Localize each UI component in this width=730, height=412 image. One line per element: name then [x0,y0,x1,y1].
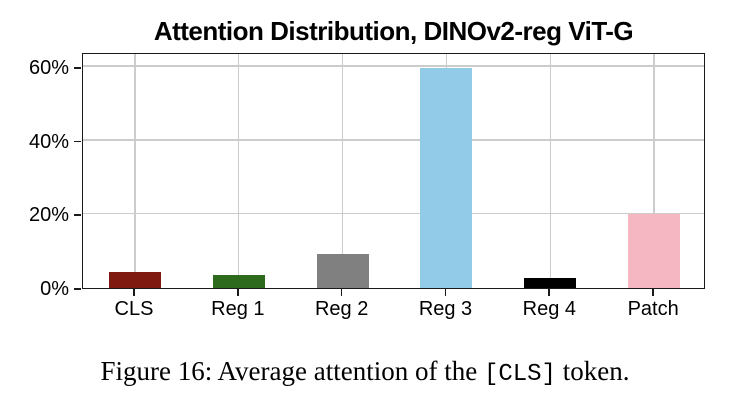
gridline-20% [83,212,704,215]
xtick-mark-patch [652,289,654,296]
bar-cls [108,271,161,288]
gridline-40% [83,139,704,141]
xtick-label-reg-1: Reg 1 [211,298,265,320]
xtick-mark-cls [133,289,135,296]
gridline-patch [653,54,655,288]
gridline-reg-1 [238,54,240,288]
ytick-mark-20% [74,214,81,217]
xtick-mark-reg-3 [444,289,447,296]
gridline-60% [83,65,704,67]
ytick-label-40%: 40% [28,130,69,153]
xtick-label-reg-4: Reg 4 [522,298,577,320]
bar-reg-2 [316,253,369,288]
ytick-label-0%: 0% [40,278,69,300]
plot-area [82,53,705,289]
ytick-mark-0% [74,288,81,290]
gridline-reg-4 [549,54,551,288]
xtick-label-reg-2: Reg 2 [314,298,369,320]
caption-text: Figure 16: Average attention of the [100,356,484,386]
bar-patch [628,214,681,288]
ytick-mark-60% [74,66,81,69]
gridline-cls [134,54,136,288]
caption-code-token: [CLS] [483,361,556,388]
figure-caption: Figure 16: Average attention of the [CLS… [0,356,730,388]
xtick-mark-reg-1 [236,289,239,296]
bar-reg-4 [524,277,577,288]
xtick-mark-reg-2 [340,289,343,296]
gridline-reg-2 [341,54,344,288]
chart-title: Attention Distribution, DINOv2-reg ViT-G [153,16,634,46]
xtick-mark-reg-4 [548,289,551,296]
bar-reg-3 [420,67,473,288]
xtick-label-patch: Patch [627,298,679,320]
xtick-label-reg-3: Reg 3 [418,298,473,320]
bar-reg-1 [212,275,265,288]
ytick-mark-40% [74,140,81,143]
ytick-label-60%: 60% [28,56,69,79]
xtick-label-cls: CLS [114,298,154,320]
ytick-label-20%: 20% [28,204,69,227]
caption-text-suffix: token. [555,356,630,386]
